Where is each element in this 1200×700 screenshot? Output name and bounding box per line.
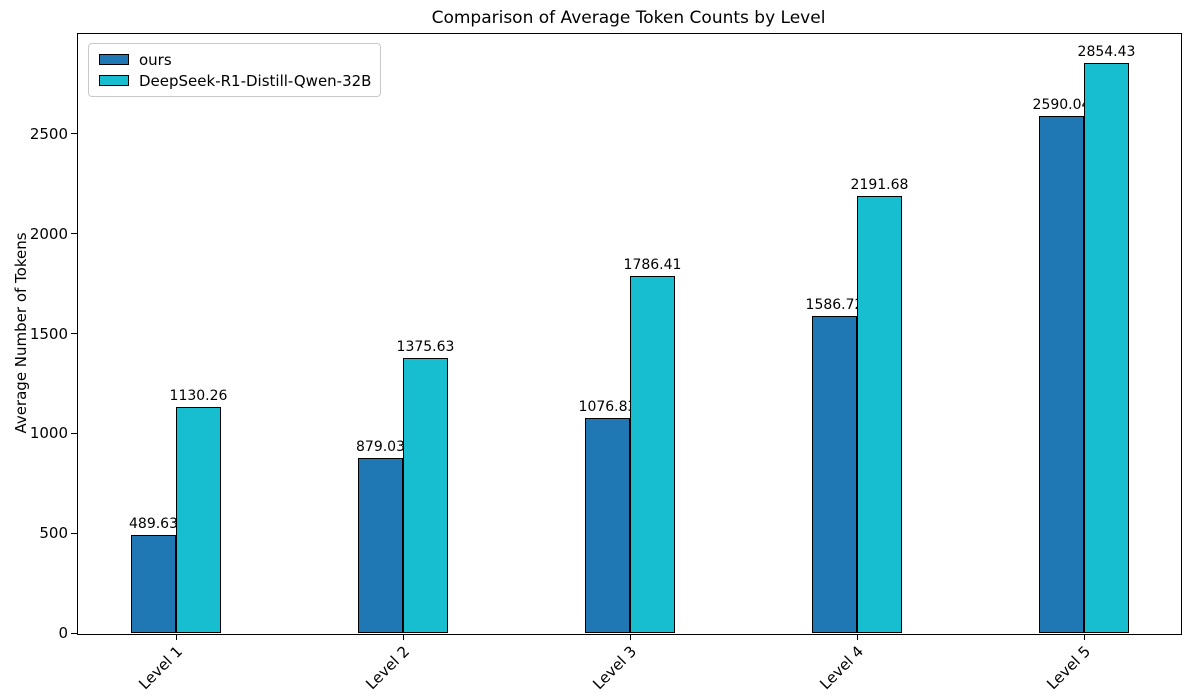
bar-value-label: 1586.72 bbox=[805, 297, 864, 314]
x-axis-tick bbox=[629, 634, 631, 640]
y-axis-tick bbox=[71, 432, 77, 434]
bar-value-label: 2590.04 bbox=[1032, 97, 1091, 114]
legend-swatch-icon bbox=[99, 54, 129, 65]
y-axis-tick-label: 0 bbox=[58, 624, 68, 642]
y-axis-tick bbox=[71, 532, 77, 534]
y-axis-tick bbox=[71, 333, 77, 335]
bar-value-label: 489.63 bbox=[129, 516, 178, 533]
bar-deepseek-r1-distill-qwen-32b-5 bbox=[1084, 63, 1129, 633]
bar-value-label: 1375.63 bbox=[396, 339, 455, 356]
x-axis-tick bbox=[402, 634, 404, 640]
x-axis-tick-label: Level 1 bbox=[135, 642, 187, 694]
y-axis-tick-label: 1000 bbox=[29, 424, 68, 443]
chart-title: Comparison of Average Token Counts by Le… bbox=[431, 8, 826, 28]
y-axis-tick-label: 2500 bbox=[29, 124, 68, 143]
bar-ours-4 bbox=[812, 316, 857, 633]
bar-value-label: 1130.26 bbox=[169, 388, 228, 405]
y-axis-tick-label: 1500 bbox=[29, 324, 68, 343]
bar-deepseek-r1-distill-qwen-32b-2 bbox=[403, 358, 448, 633]
bar-deepseek-r1-distill-qwen-32b-1 bbox=[176, 407, 221, 633]
legend-row: ours bbox=[95, 49, 371, 70]
bar-deepseek-r1-distill-qwen-32b-3 bbox=[630, 276, 675, 633]
x-axis-tick bbox=[856, 634, 858, 640]
x-axis-tick bbox=[175, 634, 177, 640]
bar-ours-1 bbox=[131, 535, 176, 633]
y-axis-tick bbox=[71, 133, 77, 135]
x-axis-tick-label: Level 5 bbox=[1043, 642, 1095, 694]
bar-deepseek-r1-distill-qwen-32b-4 bbox=[857, 195, 902, 633]
y-axis-tick-label: 500 bbox=[39, 524, 68, 543]
legend-label: DeepSeek-R1-Distill-Qwen-32B bbox=[139, 71, 372, 90]
y-axis-tick bbox=[71, 233, 77, 235]
bar-value-label: 2191.68 bbox=[850, 176, 909, 193]
x-axis-tick-label: Level 3 bbox=[589, 642, 641, 694]
bar-value-label: 1786.41 bbox=[623, 257, 682, 274]
y-axis-tick bbox=[71, 632, 77, 634]
x-axis-tick bbox=[1083, 634, 1085, 640]
bar-ours-2 bbox=[358, 457, 403, 633]
legend: ours DeepSeek-R1-Distill-Qwen-32B bbox=[88, 43, 382, 97]
bar-ours-5 bbox=[1039, 116, 1084, 633]
legend-label: ours bbox=[139, 50, 172, 69]
y-axis-tick-label: 2000 bbox=[29, 224, 68, 243]
legend-row: DeepSeek-R1-Distill-Qwen-32B bbox=[95, 70, 371, 91]
x-axis-tick-label: Level 4 bbox=[816, 642, 868, 694]
bar-value-label: 1076.83 bbox=[578, 399, 637, 416]
bar-value-label: 2854.43 bbox=[1077, 44, 1136, 61]
bar-ours-3 bbox=[585, 418, 630, 633]
bar-value-label: 879.03 bbox=[356, 438, 405, 455]
legend-swatch-icon bbox=[99, 75, 129, 86]
x-axis-tick-label: Level 2 bbox=[362, 642, 414, 694]
